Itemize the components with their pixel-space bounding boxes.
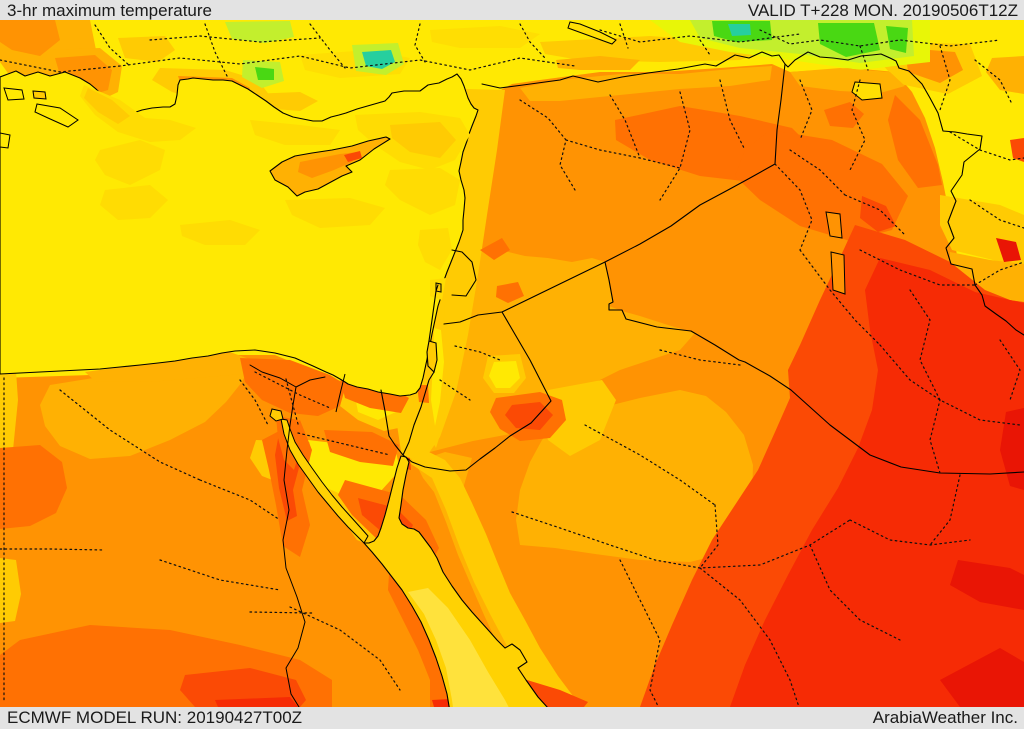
svg-text:3-hr maximum temperature: 3-hr maximum temperature — [7, 1, 212, 20]
svg-text:ArabiaWeather Inc.: ArabiaWeather Inc. — [873, 708, 1018, 727]
svg-text:VALID T+228 MON. 20190506T12Z: VALID T+228 MON. 20190506T12Z — [748, 1, 1018, 20]
svg-text:ECMWF MODEL RUN: 20190427T00Z: ECMWF MODEL RUN: 20190427T00Z — [7, 708, 302, 727]
